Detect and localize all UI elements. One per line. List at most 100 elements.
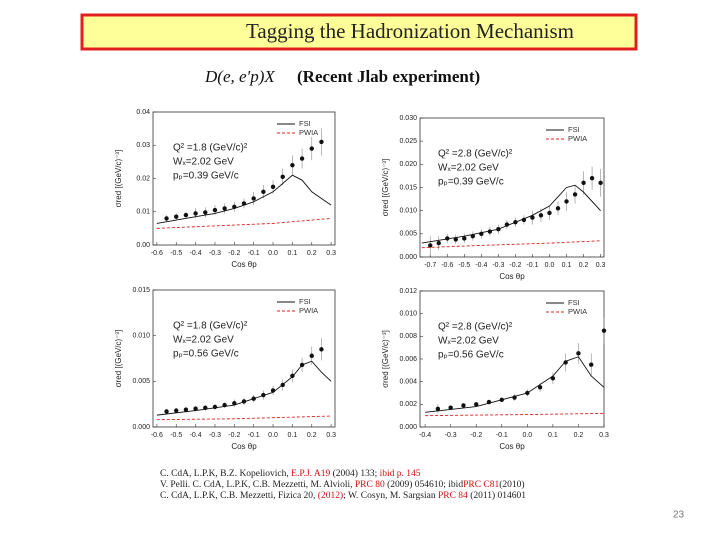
data-point <box>462 236 467 241</box>
x-tick-label: -0.4 <box>475 262 487 269</box>
data-point <box>174 214 179 219</box>
y-tick-label: 0.008 <box>399 333 417 340</box>
x-tick-label: -0.4 <box>190 432 202 439</box>
data-point <box>164 409 169 414</box>
data-point <box>461 403 466 408</box>
x-tick-label: -0.6 <box>151 432 163 439</box>
annotation: Q² =1.8 (GeV/c)² <box>173 143 248 154</box>
x-tick-label: -0.1 <box>496 432 508 439</box>
reference-part: PRC 80 <box>355 480 385 490</box>
x-tick-label: -0.3 <box>492 262 504 269</box>
data-point <box>448 405 453 410</box>
y-tick-label: 0.00 <box>136 242 150 249</box>
data-point <box>581 180 586 186</box>
curve <box>421 240 601 249</box>
y-tick-label: 0.004 <box>399 379 417 386</box>
x-tick-label: 0.0 <box>545 262 555 269</box>
y-tick-label: 0.030 <box>399 115 417 122</box>
data-point <box>222 206 227 211</box>
curve <box>156 217 332 229</box>
data-point <box>530 215 535 220</box>
x-axis-label: Cos θp <box>231 442 257 451</box>
reference-part: ibid p. 145 <box>380 469 421 479</box>
reference-part: (2010) <box>499 479 524 490</box>
data-point <box>299 156 305 161</box>
y-axis-label: σred [(GeV/c)⁻³] <box>114 150 123 208</box>
data-point <box>183 212 189 218</box>
reference-part: C. CdA, L.P.K, B.Z. Kopeliovich, <box>160 469 291 479</box>
x-tick-label: -0.3 <box>209 432 221 439</box>
x-tick-label: 0.2 <box>574 432 584 439</box>
x-tick-label: -0.7 <box>424 262 436 269</box>
data-point <box>538 213 544 218</box>
reference-part: (2009) 054610; ibid <box>385 479 464 490</box>
legend-label: FSI <box>568 298 580 307</box>
x-tick-label: -0.5 <box>170 432 182 439</box>
x-tick-label: -0.3 <box>209 250 221 257</box>
legend-label: FSI <box>568 125 580 134</box>
x-tick-label: 0.0 <box>268 432 278 439</box>
chart: -0.6 -0.5 -0.4 -0.3 -0.2 -0.1 0.0 0.1 0.2 0.3 0.00… <box>114 109 336 269</box>
data-point <box>576 351 581 356</box>
data-point <box>193 211 198 216</box>
page-number: 23 <box>673 510 685 521</box>
legend-label: PWIA <box>568 307 587 316</box>
reference-part: PRC 84 <box>438 491 468 501</box>
x-tick-label: 0.1 <box>548 432 558 439</box>
x-tick-label: -0.1 <box>248 432 260 439</box>
data-point <box>428 243 433 248</box>
x-tick-label: -0.3 <box>445 432 457 439</box>
curve <box>156 360 332 416</box>
legend-label: PWIA <box>568 134 587 143</box>
x-tick-label: 0.1 <box>288 432 298 439</box>
data-point <box>251 196 256 201</box>
y-tick-label: 0.000 <box>399 254 417 261</box>
curve <box>425 356 605 413</box>
y-tick-label: 0.01 <box>136 209 150 216</box>
chart: -0.7 -0.6 -0.5 -0.4 -0.3 -0.2 -0.1 0.0 0.1 0.2 0.3… <box>381 115 605 281</box>
reference-part: (2011) 014601 <box>468 490 526 501</box>
x-tick-label: -0.2 <box>509 262 521 269</box>
x-tick-label: -0.4 <box>190 250 202 257</box>
y-tick-label: 0.005 <box>132 378 150 385</box>
data-point <box>319 139 324 145</box>
reference-part: (2004) 133; <box>330 468 379 479</box>
legend-label: FSI <box>299 119 311 128</box>
x-axis-label: Cos θp <box>499 272 525 281</box>
data-point <box>436 240 441 246</box>
y-tick-label: 0.002 <box>399 401 417 408</box>
data-point <box>174 408 179 413</box>
x-tick-label: -0.1 <box>248 250 260 257</box>
annotation: pₚ=0.39 GeV/c <box>173 171 239 182</box>
data-point <box>589 362 594 367</box>
reference: C. CdA, L.P.K, C.B. Mezzetti, Fizica 20,… <box>160 490 526 501</box>
reference-part: ; W. Cosyn, M. Sargsian <box>343 491 438 501</box>
annotation: Wₓ=2.02 GeV <box>438 163 499 174</box>
plot-frame <box>152 289 336 428</box>
x-tick-label: -0.1 <box>526 262 538 269</box>
data-point <box>589 176 595 181</box>
data-point <box>212 207 218 213</box>
x-axis-label: Cos θp <box>231 260 257 269</box>
data-point <box>193 406 198 411</box>
y-tick-label: 0.03 <box>136 142 150 149</box>
y-tick-label: 0.015 <box>399 184 417 191</box>
x-tick-label: 0.3 <box>599 432 609 439</box>
reference: C. CdA, L.P.K, B.Z. Kopeliovich, E.P.J. … <box>160 468 421 479</box>
annotation: Wₓ=2.02 GeV <box>173 335 234 346</box>
annotation: Q² =1.8 (GeV/c)² <box>173 321 248 332</box>
y-tick-label: 0.006 <box>399 356 417 363</box>
x-tick-label: -0.6 <box>151 250 163 257</box>
annotation: Q² =2.8 (GeV/c)² <box>438 322 513 333</box>
annotation: Q² =2.8 (GeV/c)² <box>438 149 513 160</box>
x-tick-label: -0.2 <box>470 432 482 439</box>
y-tick-label: 0.012 <box>399 288 417 295</box>
reference-part: (2012) <box>318 490 343 501</box>
x-tick-label: 0.1 <box>562 262 572 269</box>
x-tick-label: 0.0 <box>268 250 278 257</box>
x-tick-label: 0.0 <box>522 432 532 439</box>
data-point <box>547 210 552 216</box>
x-tick-label: 0.3 <box>326 432 336 439</box>
y-axis-label: σred [(GeV/c)⁻³] <box>381 330 390 388</box>
y-tick-label: 0.010 <box>399 208 417 215</box>
